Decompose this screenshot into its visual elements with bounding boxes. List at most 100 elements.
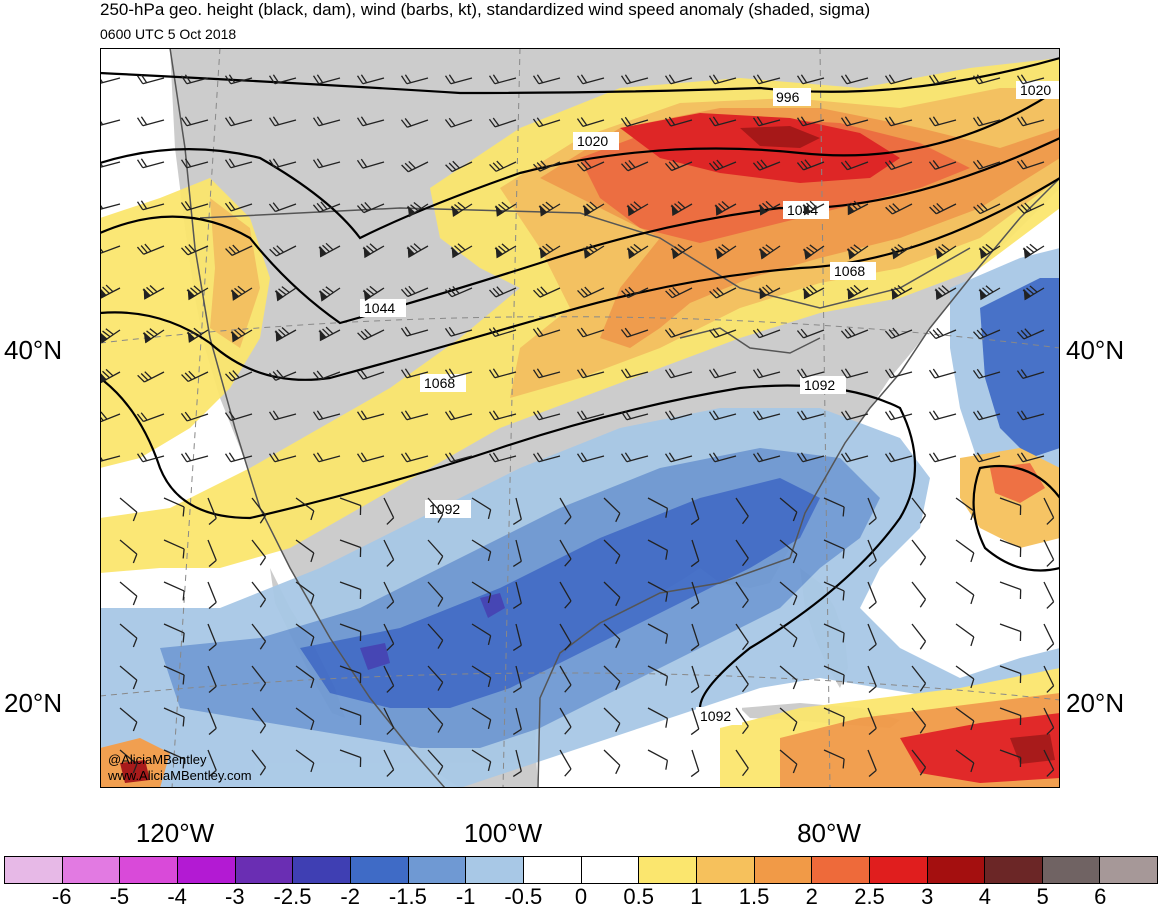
contour-low-atlantic <box>972 464 1060 572</box>
wind-barb <box>840 410 869 421</box>
wind-barb <box>714 244 737 260</box>
colorbar-tick-label: -3 <box>225 884 245 909</box>
wind-barb <box>928 116 957 127</box>
wind-barb <box>1016 369 1045 380</box>
colorbar-swatch <box>869 857 928 883</box>
wind-barb <box>100 200 121 211</box>
wind-barb <box>690 707 700 736</box>
wind-barb <box>796 328 825 339</box>
wind-barb <box>100 284 121 300</box>
colorbar-swatch <box>812 857 870 883</box>
colorbar-tick-label: 4 <box>978 884 992 909</box>
great-lakes <box>679 327 821 354</box>
wind-barb <box>840 116 869 127</box>
wind-barb <box>1016 159 1045 170</box>
wind-barb <box>559 749 572 777</box>
wind-barb <box>885 203 913 215</box>
wind-barb <box>251 707 267 734</box>
wind-barb <box>163 665 185 685</box>
wind-barb <box>620 160 649 172</box>
wind-barb <box>647 665 669 686</box>
wind-barb <box>224 201 253 212</box>
wind-barb <box>119 749 138 774</box>
wind-barb <box>840 368 869 379</box>
wind-barb <box>911 623 927 650</box>
colorbar-swatch <box>293 857 351 883</box>
contour-1020 <box>100 87 1060 240</box>
contour-1044 <box>100 137 1060 325</box>
contour-1068 <box>100 177 1060 381</box>
wind-barb <box>999 497 1022 516</box>
wind-barb <box>708 328 737 339</box>
wind-barb <box>626 201 649 217</box>
wind-barb <box>708 410 737 421</box>
anomaly-negative-2b <box>360 643 390 670</box>
lat-label-40n-right: 40°N <box>1066 335 1125 365</box>
wind-barb <box>582 243 605 259</box>
colorbar-swatch <box>5 857 63 883</box>
wind-barb <box>690 749 700 778</box>
anomaly-3-north <box>620 113 900 183</box>
wind-barb <box>978 285 1001 301</box>
wind-barb <box>690 539 700 568</box>
wind-barb <box>911 497 927 524</box>
colorbar-swatch <box>235 857 294 883</box>
colorbar-tick-label: 3 <box>921 884 934 909</box>
wind-barb <box>796 159 825 171</box>
wind-barb <box>576 410 605 421</box>
wind-barb <box>884 160 913 171</box>
wind-barb <box>752 159 781 171</box>
contour-label-1092-b: 1092 <box>429 501 460 517</box>
wind-barb <box>312 74 341 85</box>
wind-barb <box>100 116 121 127</box>
wind-barb <box>427 665 444 691</box>
credit-site: www.AliciaMBentley.com <box>108 768 252 783</box>
wind-barb <box>494 201 517 217</box>
wind-barb <box>427 497 444 523</box>
wind-barb <box>512 749 522 777</box>
wind-barb <box>823 707 845 727</box>
wind-barb <box>142 284 165 300</box>
wind-barb <box>647 581 669 602</box>
wind-barb <box>735 749 749 777</box>
wind-barb <box>779 581 798 606</box>
wind-barb <box>823 581 845 601</box>
wind-barb <box>488 368 517 379</box>
wind-barb <box>181 244 209 256</box>
wind-barb <box>533 286 561 298</box>
colorbar <box>4 856 1158 884</box>
wind-barb <box>577 160 605 172</box>
graticule-lon-120 <box>171 48 221 788</box>
wind-barb <box>802 200 825 216</box>
wind-barb <box>163 497 185 517</box>
wind-barb <box>119 623 138 648</box>
colorbar-swatch <box>1042 857 1101 883</box>
wind-barb <box>512 623 522 651</box>
wind-barb <box>884 116 913 127</box>
wind-barb <box>1022 243 1045 259</box>
east-coast <box>789 177 1060 559</box>
wind-barb <box>690 581 700 610</box>
wind-barb <box>802 284 825 300</box>
wind-barb <box>928 160 957 170</box>
wind-barb <box>955 623 975 647</box>
wind-barb <box>489 286 517 298</box>
wind-barb <box>1017 202 1045 214</box>
wind-barb <box>758 200 781 216</box>
wind-barb <box>665 286 693 299</box>
wind-barb <box>450 243 473 259</box>
wind-barb <box>488 74 517 85</box>
wind-barb <box>735 623 749 651</box>
colorbar-tick-label: 0 <box>574 884 588 909</box>
wind-barb <box>647 539 669 560</box>
wind-barb <box>251 665 267 692</box>
wind-barb <box>840 74 869 85</box>
wind-barb <box>312 201 341 213</box>
wind-barb <box>928 452 957 463</box>
wind-barb <box>620 74 649 85</box>
wind-barb <box>664 410 693 421</box>
wind-barb <box>339 707 362 726</box>
wind-barb <box>867 665 877 694</box>
colorbar-swatch <box>62 857 121 883</box>
wind-barb <box>714 201 737 216</box>
